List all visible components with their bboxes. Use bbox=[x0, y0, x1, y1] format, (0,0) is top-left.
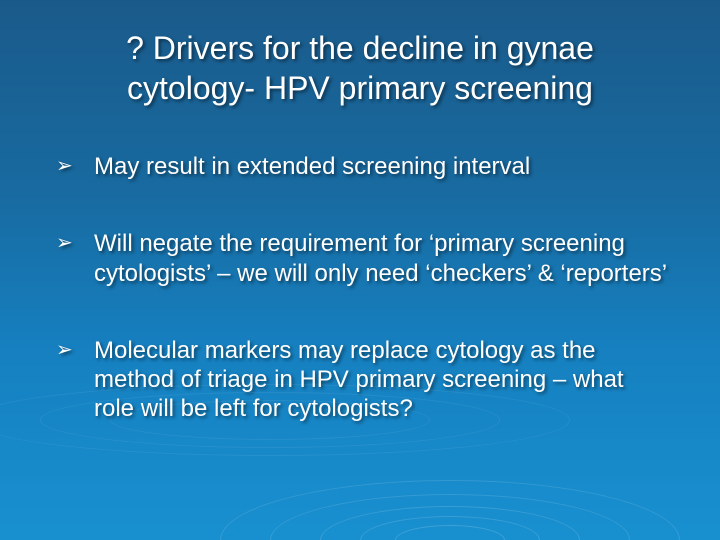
bullet-text: Will negate the requirement for ‘primary… bbox=[94, 229, 670, 288]
bullet-text: Molecular markers may replace cytology a… bbox=[94, 336, 670, 424]
list-item: ➢ Will negate the requirement for ‘prima… bbox=[56, 229, 670, 288]
chevron-right-icon: ➢ bbox=[56, 336, 94, 363]
chevron-right-icon: ➢ bbox=[56, 229, 94, 256]
slide-title: ? Drivers for the decline in gynae cytol… bbox=[50, 28, 670, 108]
chevron-right-icon: ➢ bbox=[56, 152, 94, 179]
slide: ? Drivers for the decline in gynae cytol… bbox=[0, 0, 720, 540]
bullet-text: May result in extended screening interva… bbox=[94, 152, 670, 181]
list-item: ➢ May result in extended screening inter… bbox=[56, 152, 670, 181]
bullet-list: ➢ May result in extended screening inter… bbox=[50, 152, 670, 424]
list-item: ➢ Molecular markers may replace cytology… bbox=[56, 336, 670, 424]
